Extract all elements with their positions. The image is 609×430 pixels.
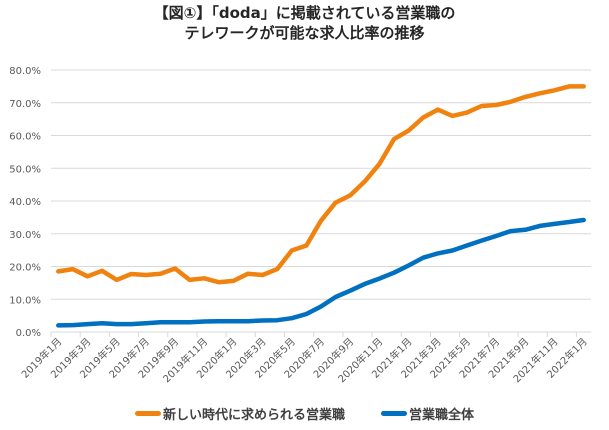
y-tick-label: 40.0% [9,197,41,208]
legend-label: 営業職全体 [409,408,475,423]
legend: 新しい時代に求められる営業職 営業職全体 [0,404,609,423]
series-line-new-era-sales [56,84,586,285]
line-chart: 0.0% 10.0% 20.0% 30.0% 40.0% 50.0% 60.0% 70.0% 8… [9,66,591,385]
chart-title: 【図①】「doda」に掲載されている営業職の テレワークが可能な求人比率の推移 [0,3,609,43]
chart-title-line-2: テレワークが可能な求人比率の推移 [184,24,425,42]
legend-swatch-orange [134,411,161,416]
chart-title-line-1: 【図①】「doda」に掲載されている営業職の [153,4,456,22]
legend-label: 新しい時代に求められる営業職 [162,408,345,423]
y-tick-label: 70.0% [9,99,41,110]
series-lines [56,84,586,328]
y-tick-label: 20.0% [9,263,41,274]
y-tick-label: 80.0% [9,66,41,77]
y-tick-label: 50.0% [9,164,41,175]
y-tick-label: 0.0% [16,328,41,339]
legend-swatch-blue [381,411,407,416]
y-tick-label: 30.0% [9,230,41,241]
x-axis: 2019年1月2019年3月2019年5月2019年7月2019年9月2019年… [19,332,590,385]
y-tick-label: 60.0% [9,132,41,143]
y-tick-label: 10.0% [9,295,41,306]
legend-item-all-sales: 営業職全体 [381,404,474,423]
legend-item-new-era-sales: 新しい時代に求められる営業職 [134,404,345,423]
y-axis-ticks: 0.0% 10.0% 20.0% 30.0% 40.0% 50.0% 60.0% 70.0% 8… [9,66,41,339]
gridlines [51,69,591,333]
